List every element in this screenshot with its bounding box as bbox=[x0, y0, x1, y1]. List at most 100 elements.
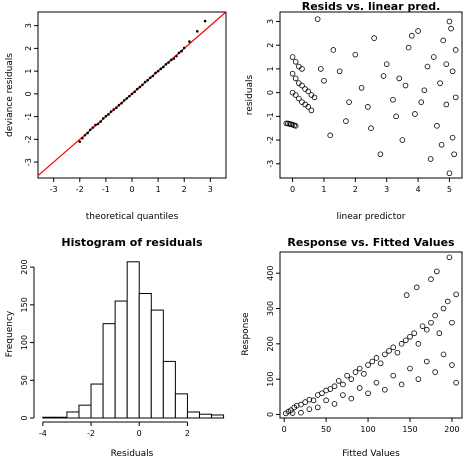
data-point bbox=[298, 401, 304, 408]
data-point bbox=[444, 298, 451, 305]
y-tick-label: 0 bbox=[266, 90, 275, 95]
data-point bbox=[358, 85, 365, 91]
data-point bbox=[289, 54, 296, 60]
data-point bbox=[130, 92, 134, 96]
response-vs-fitted-frame bbox=[279, 251, 463, 419]
y-tick-label: 1 bbox=[24, 69, 33, 74]
histogram-bar bbox=[150, 309, 164, 419]
data-point bbox=[128, 94, 131, 98]
data-point bbox=[386, 348, 392, 354]
data-point bbox=[415, 341, 422, 347]
data-point bbox=[434, 123, 440, 129]
data-point bbox=[83, 133, 87, 137]
x-tick-label: 5 bbox=[447, 185, 452, 194]
data-point bbox=[305, 88, 312, 95]
data-point bbox=[296, 95, 302, 102]
data-point bbox=[302, 399, 308, 405]
data-point bbox=[331, 383, 338, 390]
data-point bbox=[352, 51, 359, 58]
data-point bbox=[331, 401, 338, 407]
data-point bbox=[403, 292, 410, 298]
data-point bbox=[348, 395, 355, 402]
data-point bbox=[311, 94, 318, 101]
data-point bbox=[308, 107, 315, 114]
histogram-axes: -4 -2 0 2 0 50 100 150 200 bbox=[20, 259, 190, 438]
data-point bbox=[340, 381, 346, 388]
x-tick-label: 4 bbox=[416, 185, 421, 194]
qq-plot-xlabel: theoretical quantiles bbox=[86, 212, 179, 222]
y-tick-label: 50 bbox=[20, 375, 29, 385]
x-tick-label: 0 bbox=[137, 429, 142, 438]
data-point bbox=[188, 40, 191, 43]
data-point bbox=[146, 78, 149, 82]
data-point bbox=[115, 106, 118, 110]
x-tick-label: -2 bbox=[87, 429, 95, 438]
y-tick-label: 0 bbox=[24, 91, 33, 96]
histogram-bar bbox=[114, 300, 128, 419]
x-tick-label: 200 bbox=[444, 425, 459, 434]
histogram-bar bbox=[186, 411, 200, 419]
data-point bbox=[299, 82, 305, 89]
data-point bbox=[361, 371, 367, 377]
data-point bbox=[407, 333, 413, 340]
y-tick-label: -1 bbox=[266, 112, 275, 120]
data-point bbox=[436, 330, 443, 337]
data-point bbox=[96, 122, 100, 126]
x-tick-label: 0 bbox=[282, 425, 287, 434]
data-point bbox=[440, 37, 446, 44]
histogram-bar bbox=[102, 323, 116, 419]
data-point bbox=[94, 123, 97, 127]
data-point bbox=[180, 49, 183, 53]
x-tick-label: 2 bbox=[185, 429, 190, 438]
data-point bbox=[430, 54, 437, 60]
data-point bbox=[412, 111, 418, 117]
data-point bbox=[133, 90, 136, 94]
y-tick-label: 3 bbox=[266, 19, 275, 24]
qq-plot-panel: theoretical quantiles deviance residuals… bbox=[5, 11, 227, 222]
data-point bbox=[292, 58, 299, 65]
x-tick-label: 2 bbox=[353, 185, 358, 194]
data-point bbox=[415, 28, 421, 34]
data-point bbox=[305, 104, 312, 110]
x-tick-label: 100 bbox=[360, 425, 375, 434]
data-point bbox=[428, 319, 434, 326]
data-point bbox=[195, 30, 199, 33]
data-point bbox=[453, 379, 459, 386]
y-tick-label: 200 bbox=[20, 259, 29, 274]
data-point bbox=[390, 344, 397, 351]
data-point bbox=[156, 69, 160, 73]
x-tick-label: 0 bbox=[290, 185, 295, 194]
data-point bbox=[169, 58, 173, 62]
data-point bbox=[288, 407, 294, 414]
data-point bbox=[306, 406, 313, 412]
data-point bbox=[365, 104, 371, 110]
data-point bbox=[365, 362, 371, 368]
x-tick-label: 0 bbox=[129, 185, 134, 194]
x-tick-label: 2 bbox=[182, 185, 187, 194]
data-point bbox=[159, 67, 163, 71]
histogram-bar bbox=[66, 411, 80, 419]
data-point bbox=[382, 386, 388, 393]
data-point bbox=[120, 101, 123, 105]
data-point bbox=[289, 410, 296, 416]
resid-vs-linpred-axes: 0 1 2 3 4 5 -3 -2 -1 0 1 2 3 bbox=[266, 19, 452, 194]
y-tick-label: 2 bbox=[266, 43, 275, 48]
data-point bbox=[390, 96, 396, 103]
data-point bbox=[440, 351, 447, 358]
x-tick-label: -3 bbox=[50, 185, 58, 194]
data-point bbox=[104, 114, 108, 118]
histogram-bar bbox=[198, 413, 213, 419]
data-point bbox=[373, 379, 380, 386]
data-point bbox=[449, 134, 456, 141]
data-point bbox=[365, 390, 371, 397]
histogram-bar bbox=[138, 293, 152, 419]
x-tick-label: 1 bbox=[156, 185, 161, 194]
histogram-panel: Histogram of residuals Residuals Frequen… bbox=[5, 236, 225, 459]
data-point bbox=[143, 80, 147, 84]
data-point bbox=[148, 76, 152, 80]
data-point bbox=[448, 25, 454, 32]
y-tick-label: 0 bbox=[20, 415, 29, 420]
x-tick-label: -4 bbox=[39, 429, 47, 438]
data-point bbox=[453, 291, 459, 298]
resid-vs-linpred-title: Resids vs. linear pred. bbox=[302, 0, 441, 13]
